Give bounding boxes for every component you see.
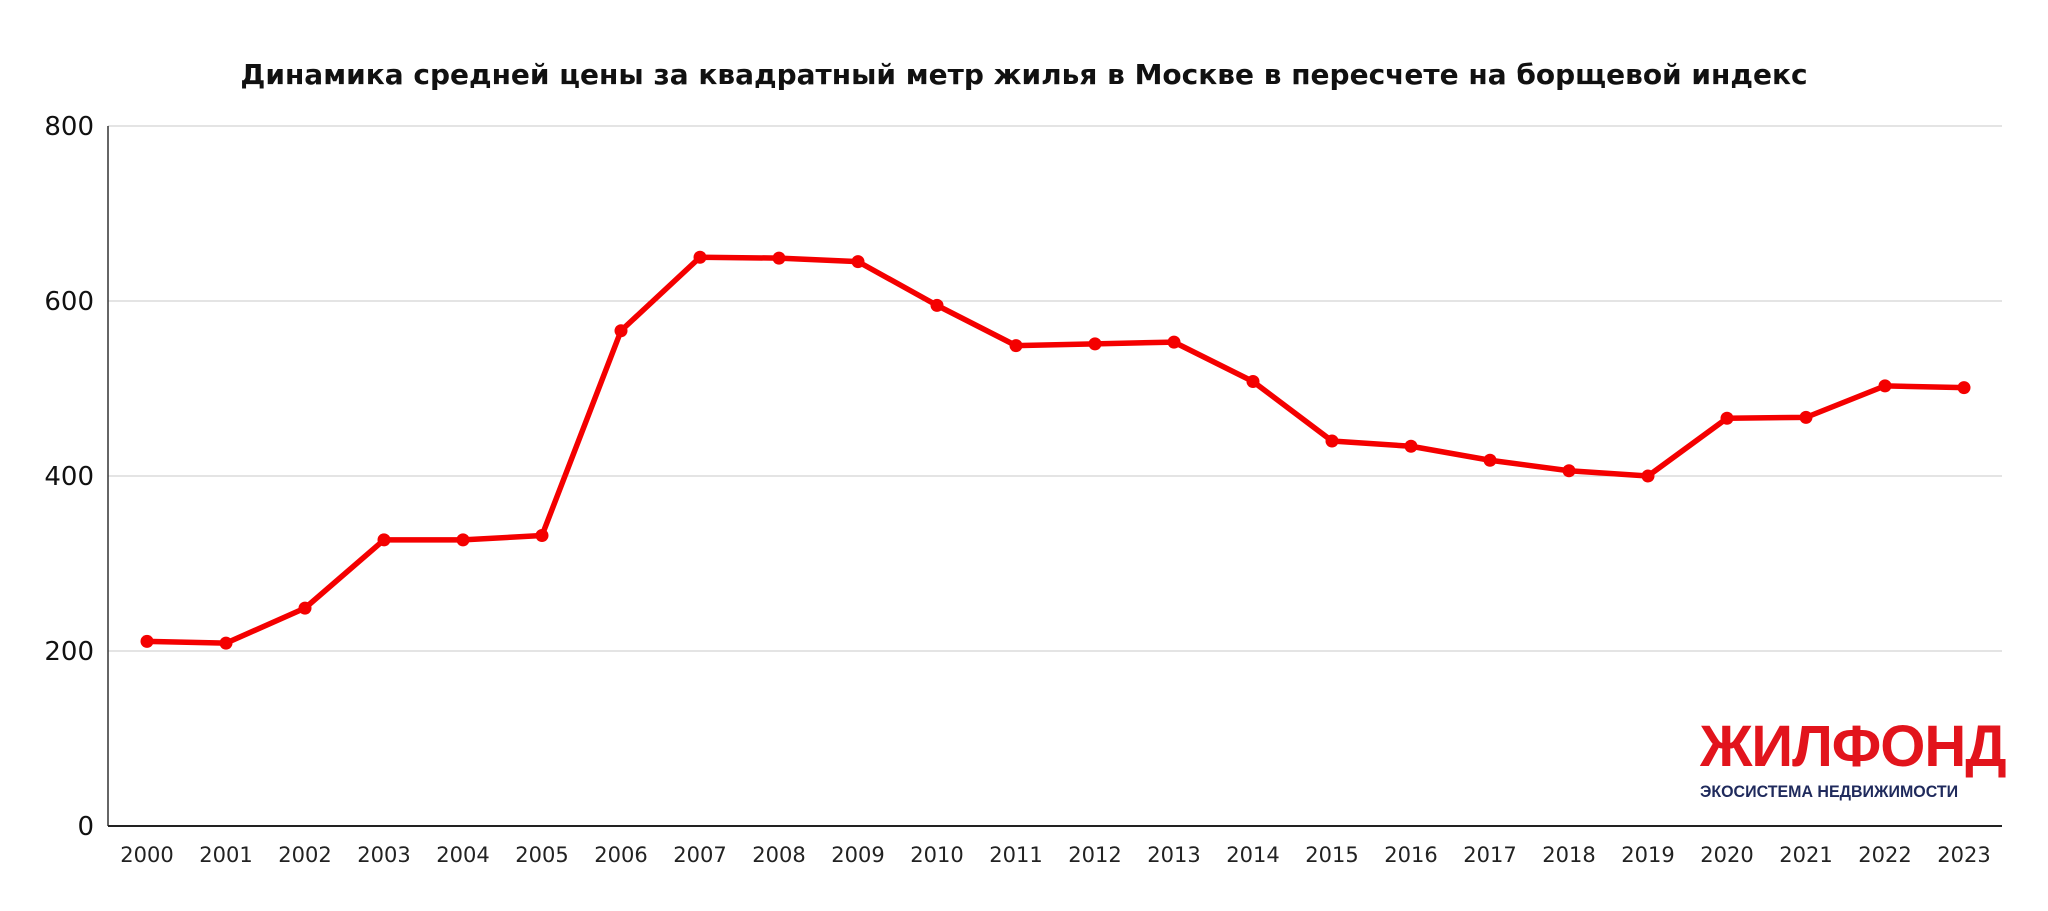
x-tick-label: 2013 — [1147, 843, 1200, 867]
x-tick-label: 2022 — [1858, 843, 1911, 867]
logo-tagline: ЭКОСИСТЕМА НЕДВИЖИМОСТИ — [1700, 782, 1959, 801]
series-line — [144, 254, 1967, 646]
x-tick-label: 2018 — [1542, 843, 1595, 867]
y-tick-label: 400 — [44, 462, 94, 492]
data-point-2010 — [930, 298, 944, 312]
series-layer — [140, 250, 1971, 650]
x-tick-label: 2021 — [1779, 843, 1832, 867]
data-point-2008 — [772, 251, 786, 265]
x-tick-labels: 2000 2001 2002 2003 2004 2005 2006 2007 2008 2009… — [120, 843, 1990, 867]
axes — [107, 126, 2002, 827]
x-tick-label: 2011 — [989, 843, 1042, 867]
x-tick-label: 2007 — [673, 843, 726, 867]
x-tick-label: 2003 — [357, 843, 410, 867]
x-tick-label: 2010 — [910, 843, 963, 867]
data-point-2013 — [1167, 335, 1181, 349]
y-tick-label: 200 — [44, 637, 94, 667]
data-point-2002 — [298, 601, 312, 615]
data-point-2003 — [377, 533, 391, 547]
data-point-2001 — [219, 636, 233, 650]
x-tick-label: 2020 — [1700, 843, 1753, 867]
data-point-2017 — [1483, 453, 1497, 467]
x-tick-label: 2005 — [515, 843, 568, 867]
gridlines — [108, 125, 2002, 652]
x-tick-label: 2000 — [120, 843, 173, 867]
data-point-2009 — [851, 255, 865, 269]
data-point-2023 — [1957, 381, 1971, 395]
x-tick-label: 2009 — [831, 843, 884, 867]
x-tick-label: 2012 — [1068, 843, 1121, 867]
data-point-2019 — [1641, 469, 1655, 483]
x-tick-label: 2004 — [436, 843, 489, 867]
x-tick-label: 2006 — [594, 843, 647, 867]
y-tick-label: 600 — [44, 287, 94, 317]
x-tick-label: 2015 — [1305, 843, 1358, 867]
data-point-2005 — [535, 529, 549, 542]
data-point-2022 — [1878, 379, 1892, 393]
data-point-2014 — [1246, 375, 1260, 388]
data-point-2006 — [614, 324, 628, 338]
chart-title: Динамика средней цены за квадратный метр… — [240, 58, 1808, 91]
data-point-2020 — [1720, 411, 1734, 425]
x-tick-label: 2008 — [752, 843, 805, 867]
data-point-2011 — [1009, 339, 1023, 353]
data-point-2016 — [1404, 439, 1418, 453]
brand-logo: ЖИЛФОНД ЭКОСИСТЕМА НЕДВИЖИМОСТИ — [1700, 714, 2007, 802]
x-tick-label: 2001 — [199, 843, 252, 867]
x-tick-label: 2017 — [1463, 843, 1516, 867]
y-tick-label: 0 — [77, 812, 94, 842]
data-point-2012 — [1088, 337, 1102, 351]
y-tick-labels: 0 200 400 600 800 — [44, 112, 94, 842]
data-point-2004 — [456, 533, 470, 547]
x-tick-label: 2002 — [278, 843, 331, 867]
data-point-2000 — [140, 634, 154, 648]
logo-name: ЖИЛФОНД — [1700, 714, 2007, 779]
y-tick-label: 800 — [44, 112, 94, 142]
x-tick-label: 2016 — [1384, 843, 1437, 867]
data-point-2021 — [1799, 410, 1813, 424]
x-tick-label: 2023 — [1937, 843, 1990, 867]
x-tick-label: 2019 — [1621, 843, 1674, 867]
data-point-2018 — [1562, 464, 1576, 478]
data-point-2015 — [1325, 434, 1339, 448]
data-point-2007 — [693, 250, 707, 264]
x-tick-label: 2014 — [1226, 843, 1279, 867]
